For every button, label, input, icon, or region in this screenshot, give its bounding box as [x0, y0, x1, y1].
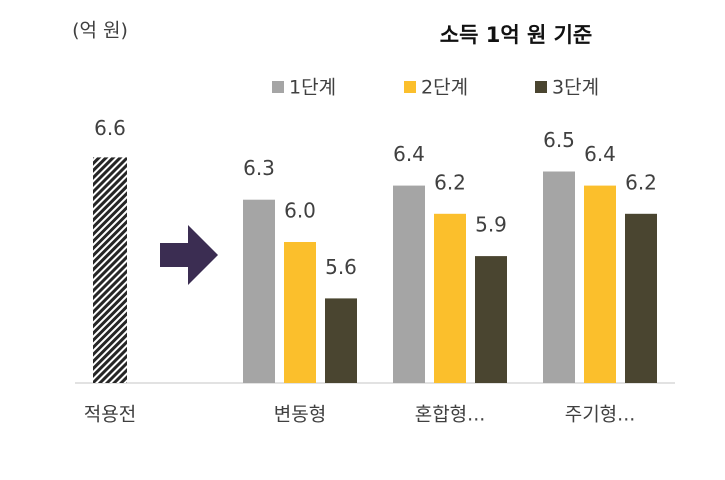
- data-label: 6.0: [284, 199, 316, 223]
- baseline-bar: [93, 157, 127, 383]
- x-tick-label: 주기형...: [565, 404, 636, 426]
- data-label: 6.4: [584, 142, 616, 166]
- chart-title: 소득 1억 원 기준: [440, 23, 592, 47]
- x-tick-label: 혼합형...: [415, 404, 486, 426]
- bar: [625, 213, 657, 383]
- bar: [543, 171, 575, 383]
- x-tick-label: 적용전: [84, 404, 136, 426]
- bar: [325, 298, 357, 383]
- data-label: 6.6: [94, 116, 126, 140]
- legend-swatch: [535, 81, 547, 93]
- bar: [584, 185, 616, 383]
- bar: [475, 256, 507, 383]
- bar: [434, 213, 466, 383]
- data-label: 6.2: [625, 170, 657, 194]
- legend-swatch: [272, 81, 284, 93]
- data-label: 6.3: [243, 156, 275, 180]
- bar: [393, 185, 425, 383]
- data-label: 5.9: [475, 213, 507, 237]
- unit-label: (억 원): [72, 20, 128, 42]
- bar: [243, 199, 275, 383]
- legend-swatch: [404, 81, 416, 93]
- arrow: [160, 225, 218, 285]
- data-label: 6.4: [393, 142, 425, 166]
- data-label: 5.6: [325, 255, 357, 279]
- legend-label: 1단계: [289, 77, 336, 99]
- legend-label: 2단계: [421, 77, 468, 99]
- legend-label: 3단계: [552, 77, 599, 99]
- x-tick-label: 변동형: [274, 404, 326, 426]
- bar: [284, 242, 316, 383]
- data-label: 6.5: [543, 128, 575, 152]
- data-label: 6.2: [434, 170, 466, 194]
